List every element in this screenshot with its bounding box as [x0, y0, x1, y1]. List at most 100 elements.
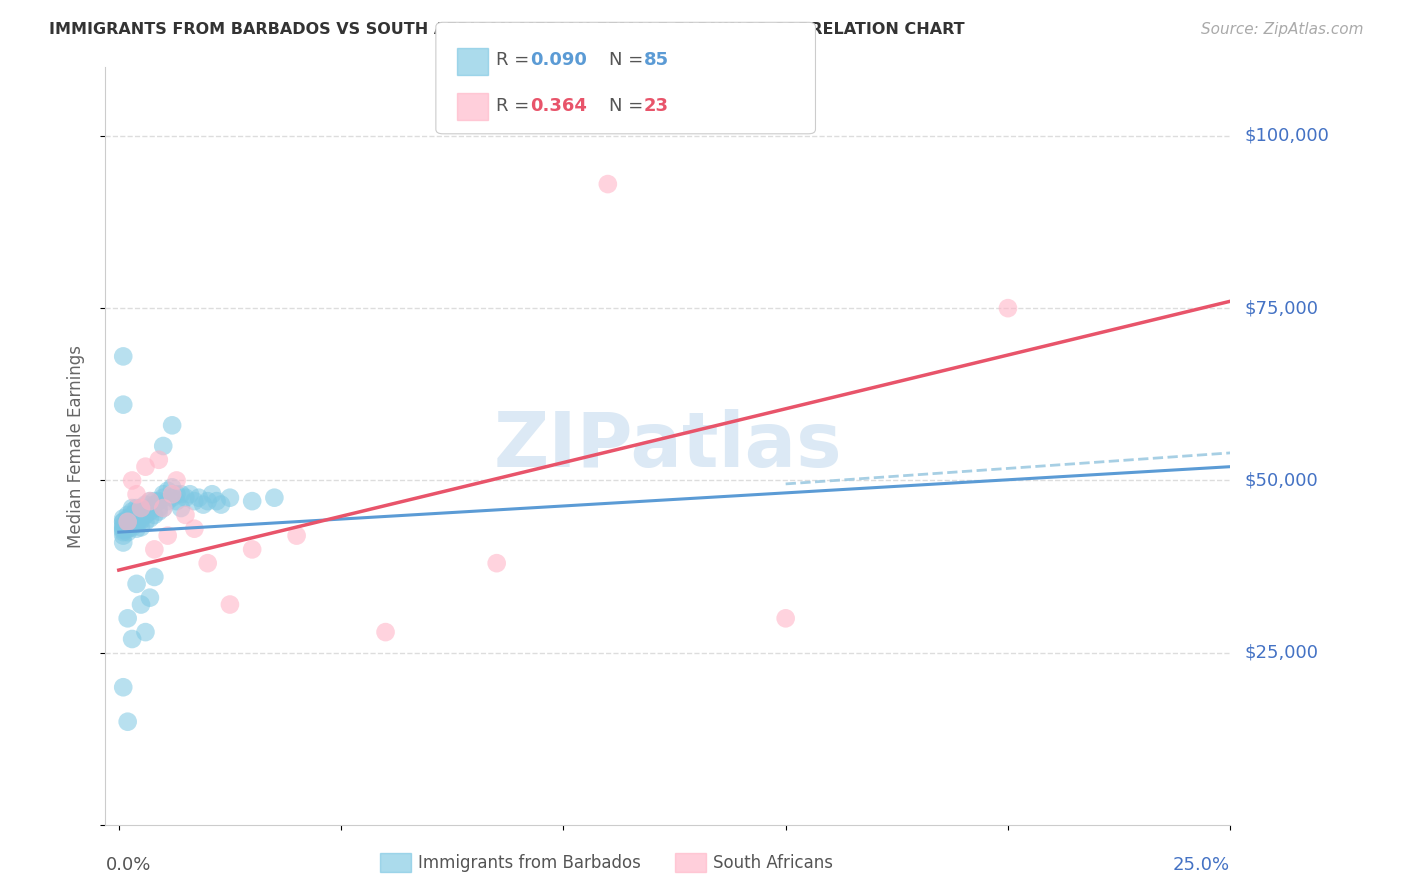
- Text: Source: ZipAtlas.com: Source: ZipAtlas.com: [1201, 22, 1364, 37]
- Point: [775, 611, 797, 625]
- Point: [152, 501, 174, 516]
- Point: [117, 508, 139, 522]
- Point: [201, 487, 224, 501]
- Point: [117, 517, 139, 532]
- Point: [117, 714, 139, 729]
- Point: [121, 518, 143, 533]
- Point: [139, 494, 162, 508]
- Point: [129, 508, 152, 522]
- Point: [121, 632, 143, 646]
- Point: [143, 570, 166, 584]
- Point: [134, 625, 156, 640]
- Text: R =: R =: [496, 52, 536, 70]
- Point: [174, 491, 197, 505]
- Point: [112, 520, 135, 534]
- Point: [134, 504, 156, 518]
- Point: [112, 535, 135, 549]
- Point: [125, 515, 148, 529]
- Point: [152, 501, 174, 516]
- Point: [166, 474, 188, 488]
- Text: 0.090: 0.090: [530, 52, 586, 70]
- Text: IMMIGRANTS FROM BARBADOS VS SOUTH AFRICAN MEDIAN FEMALE EARNINGS CORRELATION CHA: IMMIGRANTS FROM BARBADOS VS SOUTH AFRICA…: [49, 22, 965, 37]
- Point: [125, 504, 148, 518]
- Point: [156, 528, 179, 542]
- Text: 85: 85: [644, 52, 669, 70]
- Text: N =: N =: [609, 96, 648, 114]
- Point: [129, 513, 152, 527]
- Point: [160, 487, 183, 501]
- Point: [134, 498, 156, 512]
- Point: [160, 491, 183, 505]
- Text: $25,000: $25,000: [1244, 644, 1319, 662]
- Point: [112, 518, 135, 533]
- Point: [219, 598, 242, 612]
- Point: [112, 522, 135, 536]
- Point: [139, 504, 162, 518]
- Point: [117, 611, 139, 625]
- Point: [197, 494, 219, 508]
- Point: [117, 515, 139, 529]
- Point: [160, 418, 183, 433]
- Point: [197, 556, 219, 570]
- Point: [148, 501, 170, 516]
- Point: [134, 515, 156, 529]
- Point: [125, 501, 148, 516]
- Point: [139, 591, 162, 605]
- Point: [134, 508, 156, 522]
- Point: [143, 498, 166, 512]
- Point: [205, 494, 228, 508]
- Point: [129, 520, 152, 534]
- Point: [148, 452, 170, 467]
- Point: [148, 504, 170, 518]
- Point: [112, 515, 135, 529]
- Point: [160, 480, 183, 494]
- Point: [170, 487, 193, 501]
- Point: [193, 498, 215, 512]
- Point: [112, 523, 135, 537]
- Point: [112, 525, 135, 540]
- Point: [129, 598, 152, 612]
- Point: [112, 680, 135, 694]
- Point: [152, 439, 174, 453]
- Point: [121, 504, 143, 518]
- Point: [129, 501, 152, 516]
- Point: [112, 511, 135, 525]
- Point: [117, 515, 139, 529]
- Point: [183, 494, 205, 508]
- Point: [240, 494, 263, 508]
- Point: [112, 350, 135, 364]
- Point: [125, 522, 148, 536]
- Point: [285, 528, 308, 542]
- Point: [170, 501, 193, 516]
- Point: [117, 513, 139, 527]
- Point: [148, 494, 170, 508]
- Point: [139, 501, 162, 516]
- Point: [143, 508, 166, 522]
- Text: $75,000: $75,000: [1244, 299, 1319, 318]
- Text: $100,000: $100,000: [1244, 127, 1329, 145]
- Point: [183, 522, 205, 536]
- Point: [121, 520, 143, 534]
- Point: [121, 509, 143, 524]
- Point: [174, 508, 197, 522]
- Point: [112, 515, 135, 529]
- Point: [125, 577, 148, 591]
- Text: Immigrants from Barbados: Immigrants from Barbados: [418, 855, 641, 872]
- Text: South Africans: South Africans: [713, 855, 832, 872]
- Point: [121, 474, 143, 488]
- Point: [240, 542, 263, 557]
- Point: [374, 625, 396, 640]
- Point: [179, 487, 201, 501]
- Point: [166, 494, 188, 508]
- Point: [125, 511, 148, 525]
- Point: [134, 459, 156, 474]
- Point: [139, 511, 162, 525]
- Point: [152, 491, 174, 505]
- Point: [125, 487, 148, 501]
- Point: [485, 556, 508, 570]
- Point: [219, 491, 242, 505]
- Point: [121, 508, 143, 522]
- Point: [117, 516, 139, 531]
- Point: [129, 501, 152, 516]
- Point: [263, 491, 285, 505]
